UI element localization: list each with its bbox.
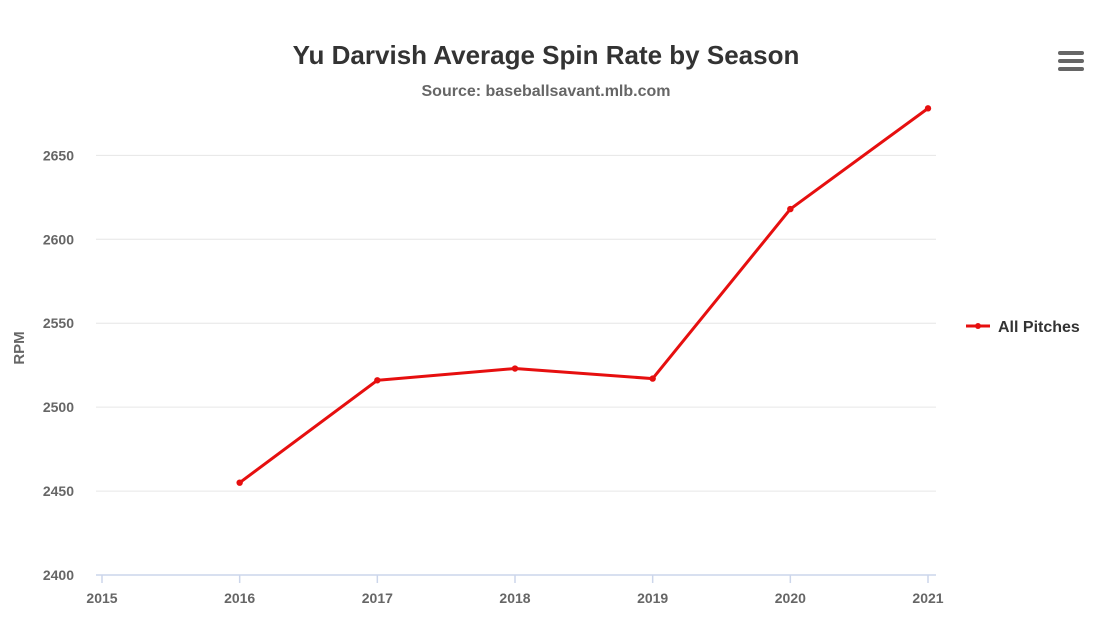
data-point[interactable] xyxy=(787,205,794,213)
series-layer xyxy=(236,105,932,486)
data-point[interactable] xyxy=(924,105,932,112)
series-line-all-pitches xyxy=(238,106,930,485)
hamburger-menu-icon[interactable] xyxy=(1052,44,1090,78)
y-tick-label: 2400 xyxy=(43,567,74,583)
legend-marker xyxy=(975,323,981,329)
x-tick-label: 2016 xyxy=(224,590,255,606)
y-tick-label: 2450 xyxy=(43,483,74,499)
x-tick-label: 2019 xyxy=(637,590,668,606)
x-tick-label: 2021 xyxy=(912,590,943,606)
data-point[interactable] xyxy=(236,479,243,486)
legend[interactable]: All Pitches xyxy=(966,319,1080,336)
y-axis-title: RPM xyxy=(11,331,28,364)
data-point[interactable] xyxy=(649,375,656,382)
data-point[interactable] xyxy=(374,377,381,384)
data-point[interactable] xyxy=(511,365,519,372)
chart-subtitle: Source: baseballsavant.mlb.com xyxy=(422,83,671,100)
x-tick-label: 2015 xyxy=(86,590,117,606)
y-tick-label: 2650 xyxy=(43,147,74,163)
y-tick-label: 2600 xyxy=(43,231,74,247)
x-tick-label: 2018 xyxy=(499,590,530,606)
grid-lines xyxy=(96,154,936,492)
chart-title: Yu Darvish Average Spin Rate by Season xyxy=(293,40,800,70)
y-axis-ticks: 2400 2450 2500 2550 2600 2650 xyxy=(43,147,74,583)
x-tick-label: 2017 xyxy=(362,590,393,606)
y-tick-label: 2550 xyxy=(43,315,74,331)
y-tick-label: 2500 xyxy=(43,399,74,415)
x-tick-label: 2020 xyxy=(775,590,806,606)
x-axis: 2015 2016 2017 2018 2019 2020 2021 xyxy=(86,574,944,606)
legend-item-all-pitches[interactable]: All Pitches xyxy=(998,319,1080,336)
